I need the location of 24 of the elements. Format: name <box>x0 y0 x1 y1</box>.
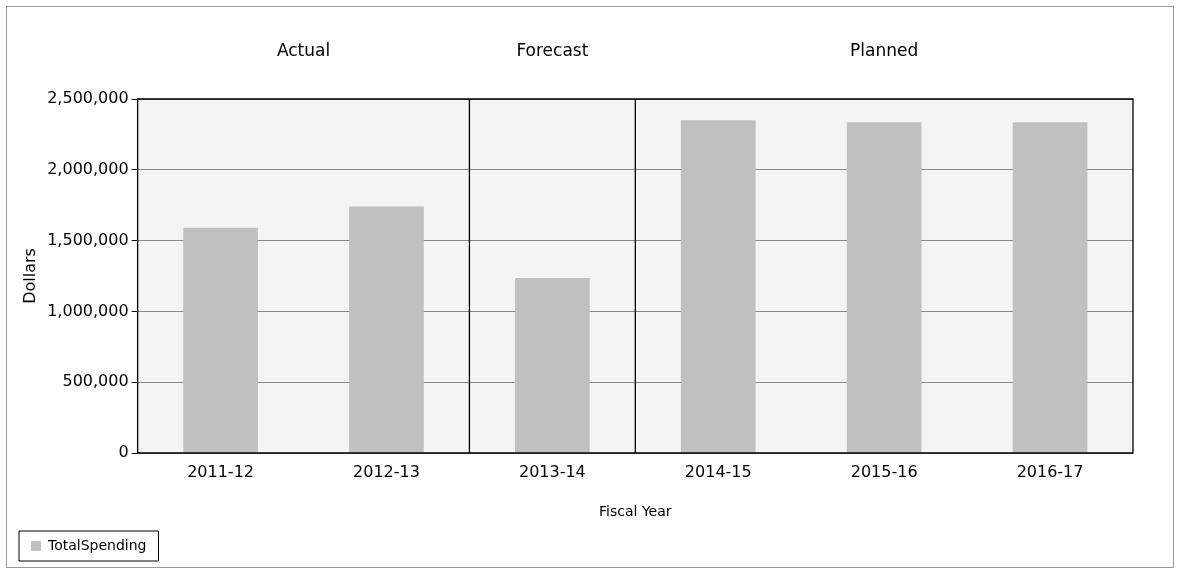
x-tick-label: 2012-13 <box>353 461 420 481</box>
bar <box>846 122 922 453</box>
bar <box>349 206 424 453</box>
y-tick-label: 1,500,000 <box>47 229 129 249</box>
bar <box>680 120 756 453</box>
band-label: Forecast <box>516 40 589 61</box>
y-tick-label: 2,000,000 <box>47 158 129 178</box>
x-tick-label: 2015-16 <box>850 461 918 481</box>
bar <box>1012 122 1088 453</box>
band-label: Planned <box>850 40 919 61</box>
legend-label: TotalSpending <box>47 536 147 553</box>
band-label: Actual <box>276 40 331 61</box>
y-tick-label: 1,000,000 <box>47 300 129 320</box>
x-axis-title: Fiscal Year <box>599 503 672 520</box>
x-tick-label: 2011-12 <box>187 461 255 481</box>
bar <box>515 278 590 453</box>
x-tick-label: 2014-15 <box>684 461 752 481</box>
y-tick-label: 500,000 <box>62 371 129 391</box>
x-tick-label: 2013-14 <box>518 461 586 481</box>
bar <box>183 227 258 453</box>
y-tick-label: 2,500,000 <box>47 88 129 108</box>
x-tick-label: 2016-17 <box>1016 461 1084 481</box>
y-axis-title: Dollars <box>19 248 39 304</box>
y-tick-label: 0 <box>118 442 129 462</box>
